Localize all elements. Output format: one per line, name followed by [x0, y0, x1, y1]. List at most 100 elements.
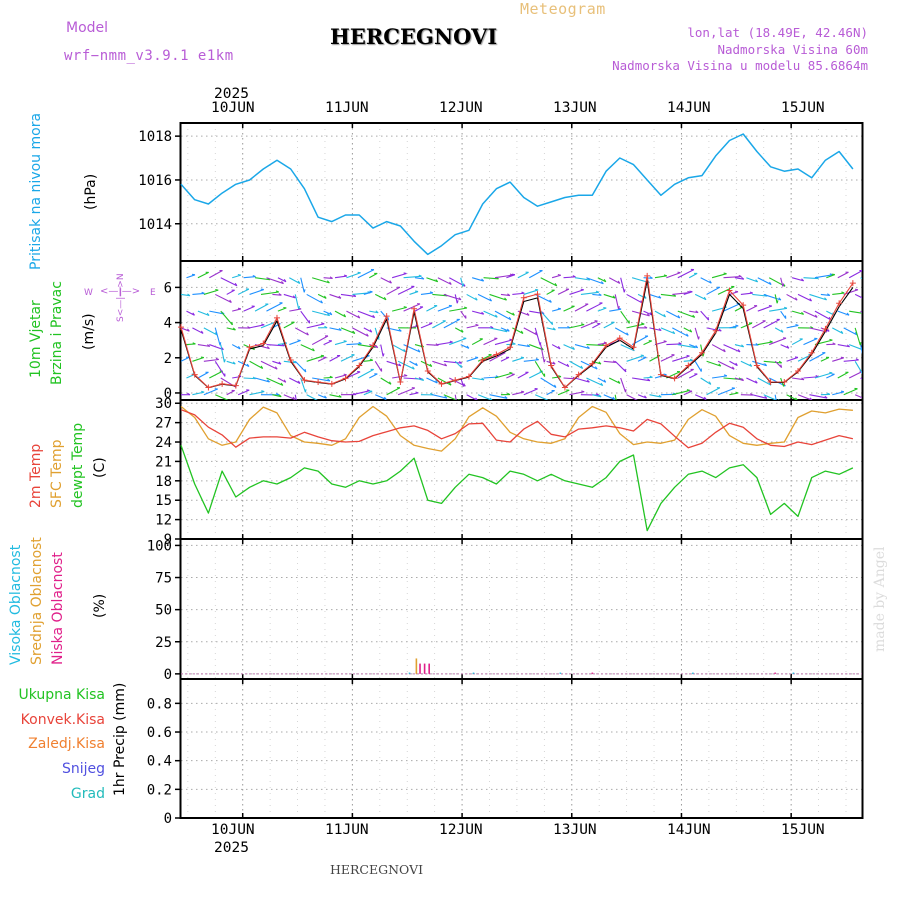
wind-arrow-head	[841, 291, 845, 294]
wind-arrow	[746, 277, 758, 283]
wind-arrow	[243, 377, 256, 380]
wind-arrow	[614, 394, 617, 400]
y-tick-label: 24	[155, 435, 172, 451]
wind-arrow-head	[246, 363, 250, 367]
wind-arrow	[443, 318, 460, 329]
wind-arrow-head	[640, 354, 644, 357]
wind-arrow	[529, 370, 543, 379]
wind-arrow-head	[827, 293, 831, 296]
wind-arrow-head	[512, 342, 516, 345]
wind-arrow	[426, 344, 439, 346]
wind-arrow	[723, 303, 741, 312]
wind-gust-marker	[479, 357, 486, 364]
wind-arrow	[312, 377, 331, 382]
wind-arrow	[512, 357, 524, 362]
wind-arrow	[300, 344, 315, 352]
wind-gust-marker	[397, 378, 404, 385]
wind-arrow-head	[780, 329, 784, 333]
wind-arrow-head	[672, 330, 676, 334]
wind-arrow	[763, 318, 780, 329]
wind-arrow	[346, 343, 362, 346]
wind-arrow	[557, 360, 570, 368]
wind-arrow	[609, 377, 621, 384]
wind-arrow	[203, 358, 219, 362]
wind-arrow-head	[702, 353, 705, 357]
wind-arrow	[283, 360, 296, 364]
wind-arrow	[272, 293, 282, 296]
wind-arrow	[854, 394, 862, 399]
wind-arrow	[637, 394, 647, 399]
wind-arrow-head	[658, 328, 662, 331]
wind-arrow-head	[741, 344, 745, 348]
wind-arrow	[780, 277, 784, 287]
wind-arrow	[523, 388, 538, 396]
wind-arrow-head	[874, 385, 875, 388]
wind-arrow	[192, 292, 205, 295]
wind-arrow-head	[864, 359, 865, 362]
wind-arrow	[197, 371, 209, 379]
wind-arrow	[597, 277, 607, 283]
wind-arrow	[649, 293, 662, 299]
wind-arrow-head	[617, 280, 621, 284]
wind-arrow-head	[689, 358, 693, 361]
wind-arrow	[763, 360, 782, 364]
wind-arrow-head	[481, 377, 485, 381]
wind-arrow-head	[274, 366, 278, 370]
wind-arrow-head	[572, 275, 576, 278]
wind-arrow	[683, 390, 693, 396]
wind-arrow	[214, 327, 221, 346]
wind-arrow-head	[735, 324, 739, 327]
wind-arrow-head	[623, 289, 626, 293]
wind-arrow-head	[278, 293, 282, 296]
wind-arrow	[181, 356, 190, 362]
wind-arrow-head	[709, 280, 712, 284]
wind-arrow	[329, 293, 342, 299]
wind-arrow-head	[456, 300, 459, 304]
wind-arrow	[403, 344, 421, 353]
wind-arrow-head	[387, 317, 390, 321]
wind-arrow	[232, 274, 241, 279]
wind-arrow	[586, 277, 604, 285]
wind-arrow	[454, 294, 458, 304]
wind-arrow	[437, 341, 453, 346]
wind-arrow-head	[643, 295, 647, 299]
wind-arrow	[700, 277, 712, 284]
wind-arrow-head	[324, 395, 327, 399]
wind-arrow-head	[598, 361, 602, 365]
wind-arrow	[306, 355, 325, 362]
wind-arrow-head	[658, 394, 662, 398]
wind-arrow-head	[388, 381, 392, 385]
wind-arrow	[614, 294, 620, 310]
wind-arrow-head	[403, 374, 408, 377]
wind-arrow-head	[324, 295, 327, 299]
wind-gust-marker	[657, 371, 664, 378]
wind-arrow	[306, 323, 325, 329]
wind-arrow	[551, 308, 561, 312]
wind-arrow	[637, 356, 647, 362]
bottom-day-label: 12JUN	[439, 822, 483, 838]
wind-arrow-head	[520, 330, 524, 334]
wind-arrow	[489, 394, 508, 399]
wind-arrow-head	[369, 329, 373, 333]
wind-arrow-head	[698, 336, 700, 340]
wind-arrow	[506, 310, 515, 316]
wind-arrow-head	[215, 288, 219, 291]
wind-arrow	[357, 269, 375, 279]
wind-arrow	[471, 310, 484, 315]
wind-arrow-head	[412, 366, 415, 370]
wind-arrow	[443, 394, 458, 400]
wind-arrow	[209, 310, 225, 315]
wind-arrow	[437, 377, 452, 386]
wind-arrow-head	[429, 363, 433, 367]
wind-arrow	[757, 305, 773, 312]
wind-gust-marker	[178, 324, 184, 331]
y-tick-label: 15	[155, 493, 172, 509]
wind-gust-marker	[219, 380, 226, 387]
wind-arrow-head	[824, 297, 827, 301]
wind-gust-marker	[191, 371, 198, 378]
wind-arrow-head	[292, 396, 296, 400]
subtitle: Meteogram	[520, 0, 606, 18]
wind-arrow-head	[832, 342, 836, 345]
wind-arrow	[832, 327, 844, 334]
wind-arrow-head	[260, 365, 264, 369]
